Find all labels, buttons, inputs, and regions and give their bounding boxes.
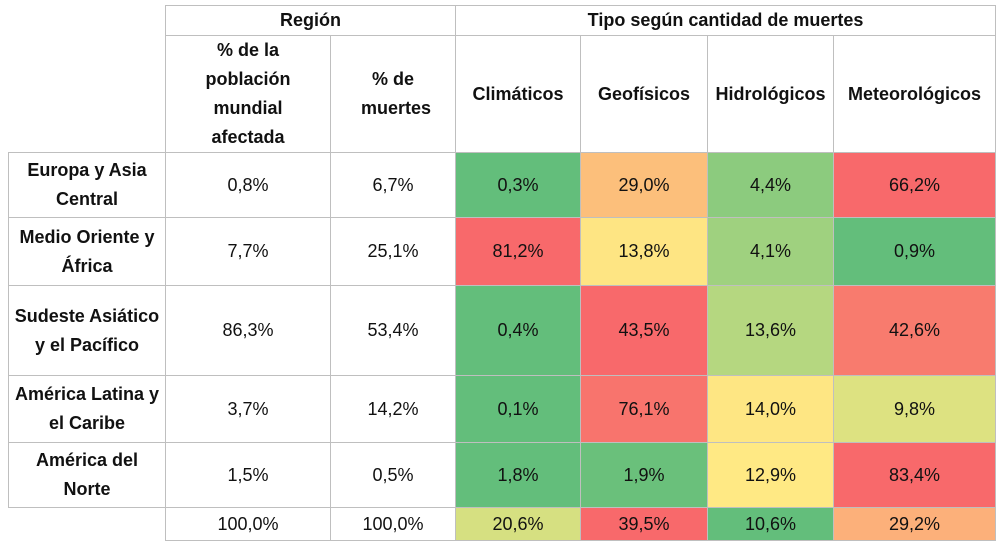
row-label: Europa y Asia Central xyxy=(8,152,166,218)
row-label: Sudeste Asiático y el Pacífico xyxy=(8,285,166,376)
table-cell: 81,2% xyxy=(455,217,581,286)
total-cell: 10,6% xyxy=(707,507,834,541)
table-cell: 83,4% xyxy=(832,442,997,508)
table-cell: 13,6% xyxy=(707,285,834,376)
group-header: Región xyxy=(165,5,456,36)
group-header: Tipo según cantidad de muertes xyxy=(454,5,997,36)
table-row: América del Norte 1,5% 0,5% 1,8% 1,9% 12,9% 83… xyxy=(8,442,997,508)
table-cell: 4,1% xyxy=(707,217,834,286)
table-cell: 7,7% xyxy=(165,217,331,286)
table-cell: 0,1% xyxy=(455,375,581,443)
table-cell: 25,1% xyxy=(330,217,456,286)
table-cell: 76,1% xyxy=(580,375,708,443)
row-label: América Latina y el Caribe xyxy=(8,375,166,443)
column-header: % de muertes xyxy=(330,35,456,153)
column-header: Hidrológicos xyxy=(707,35,834,153)
table-cell: 4,4% xyxy=(707,152,834,218)
table-cell: 0,8% xyxy=(165,152,331,218)
table-cell: 86,3% xyxy=(165,285,331,376)
total-cell: 29,2% xyxy=(832,507,997,541)
table-cell: 0,5% xyxy=(330,442,456,508)
table-cell: 14,0% xyxy=(707,375,834,443)
table-cell: 42,6% xyxy=(832,285,997,376)
data-table: Región Tipo según cantidad de muertes% de… xyxy=(8,5,997,541)
total-cell: 100,0% xyxy=(330,507,456,541)
table-row: % de la población mundial afectada% de m… xyxy=(9,35,997,153)
table-cell: 1,8% xyxy=(455,442,581,508)
column-header: % de la población mundial afectada xyxy=(165,35,331,153)
table-cell: 53,4% xyxy=(330,285,456,376)
table-cell: 0,3% xyxy=(455,152,581,218)
table-row: América Latina y el Caribe 3,7% 14,2% 0,1% 7… xyxy=(8,375,997,443)
row-label: Medio Oriente y África xyxy=(8,217,166,286)
total-cell: 39,5% xyxy=(580,507,708,541)
table-cell: 9,8% xyxy=(832,375,997,443)
column-header: Climáticos xyxy=(455,35,581,153)
table-cell: 1,9% xyxy=(580,442,708,508)
table-cell: 12,9% xyxy=(707,442,834,508)
blank-cell xyxy=(9,6,166,36)
blank-cell xyxy=(8,507,166,541)
total-cell: 100,0% xyxy=(165,507,331,541)
table-cell: 0,9% xyxy=(832,217,997,286)
table-cell: 14,2% xyxy=(330,375,456,443)
total-cell: 20,6% xyxy=(455,507,581,541)
table-row: Sudeste Asiático y el Pacífico 86,3% 53,4%… xyxy=(8,285,997,376)
table-cell: 43,5% xyxy=(580,285,708,376)
blank-cell xyxy=(9,36,166,153)
table-cell: 0,4% xyxy=(455,285,581,376)
column-header: Geofísicos xyxy=(580,35,708,153)
table-cell: 1,5% xyxy=(165,442,331,508)
table-row: Región Tipo según cantidad de muertes xyxy=(9,5,997,36)
table-cell: 13,8% xyxy=(580,217,708,286)
table-cell: 29,0% xyxy=(580,152,708,218)
row-label: América del Norte xyxy=(8,442,166,508)
column-header: Meteorológicos xyxy=(832,35,997,153)
table-row: Medio Oriente y África 7,7% 25,1% 81,2% 13,8… xyxy=(8,217,997,286)
table-cell: 6,7% xyxy=(330,152,456,218)
table-row: Europa y Asia Central 0,8% 6,7% 0,3% 29,0% 4,… xyxy=(8,152,997,218)
table-row: 100,0% 100,0% 20,6% 39,5% 10,6% 29,2% xyxy=(8,507,997,541)
table-cell: 66,2% xyxy=(832,152,997,218)
table-cell: 3,7% xyxy=(165,375,331,443)
